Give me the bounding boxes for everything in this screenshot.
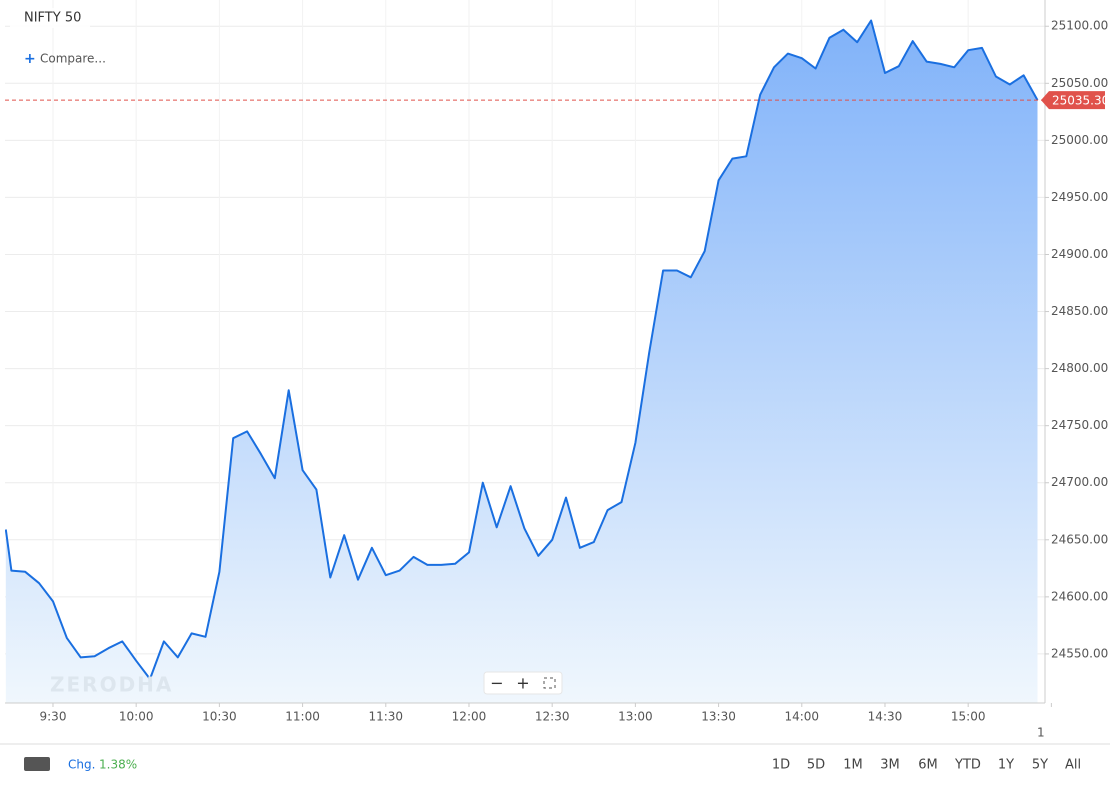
- x-tick-label: 14:00: [784, 710, 819, 724]
- x-tick-label: 15:00: [951, 710, 986, 724]
- zoom-box: [483, 671, 563, 695]
- y-tick-label: 24950.00: [1051, 190, 1108, 204]
- zoom-out[interactable]: −: [490, 674, 503, 693]
- range-button[interactable]: 3M: [880, 758, 900, 773]
- y-tick-label: 24550.00: [1051, 646, 1108, 660]
- y-tick-label: 24600.00: [1051, 589, 1108, 603]
- x-tick-label: 11:30: [368, 710, 403, 724]
- change-value: 1.38%: [99, 758, 137, 772]
- x-tick-label: 11:00: [285, 710, 320, 724]
- area-fill: [5, 20, 1038, 703]
- x-tick-label: 9:30: [40, 710, 67, 724]
- x-tick-label: 13:30: [701, 710, 736, 724]
- fullscreen[interactable]: [543, 677, 556, 689]
- price-line: [5, 19, 1039, 680]
- watermark: ZERODHA: [50, 673, 173, 697]
- range-button[interactable]: YTD: [954, 758, 981, 773]
- x-tick-label: 13:00: [618, 710, 653, 724]
- x-tick-label: 12:00: [452, 710, 487, 724]
- x-tick-label: 10:30: [202, 710, 237, 724]
- compare[interactable]: Compare...: [40, 52, 106, 66]
- title: NIFTY 50: [24, 11, 81, 26]
- x-tick-label: 16/: [1037, 726, 1057, 740]
- y-tick-label: 25100.00: [1051, 19, 1108, 33]
- y-tick-label: 24800.00: [1051, 361, 1108, 375]
- x-tick-label: 10:00: [119, 710, 154, 724]
- y-tick-label: 24900.00: [1051, 247, 1108, 261]
- y-tick-label: 24850.00: [1051, 304, 1108, 318]
- range-button[interactable]: 5Y: [1032, 758, 1048, 773]
- range-button[interactable]: 1M: [843, 758, 863, 773]
- y-tick-label: 25050.00: [1051, 76, 1108, 90]
- last-price-label: 25035.30: [1052, 94, 1109, 108]
- zoom-in[interactable]: +: [516, 674, 529, 693]
- y-tick-label: 24700.00: [1051, 475, 1108, 489]
- title-bg: [10, 8, 90, 28]
- range-button[interactable]: 6M: [918, 758, 938, 773]
- x-tick-label: 12:30: [535, 710, 570, 724]
- compare-icon[interactable]: +: [24, 51, 36, 67]
- y-tick-label: 25000.00: [1051, 133, 1108, 147]
- y-tick-label: 24650.00: [1051, 532, 1108, 546]
- x-tick-label: 14:30: [868, 710, 903, 724]
- keyboard-icon[interactable]: [24, 757, 50, 771]
- range-button[interactable]: 5D: [807, 758, 825, 773]
- last-price-tag: [1041, 91, 1105, 110]
- range-button[interactable]: 1Y: [998, 758, 1014, 773]
- y-tick-label: 24750.00: [1051, 418, 1108, 432]
- change-label: Chg.: [68, 758, 95, 772]
- range-button[interactable]: All: [1065, 758, 1081, 773]
- range-button[interactable]: 1D: [772, 758, 790, 773]
